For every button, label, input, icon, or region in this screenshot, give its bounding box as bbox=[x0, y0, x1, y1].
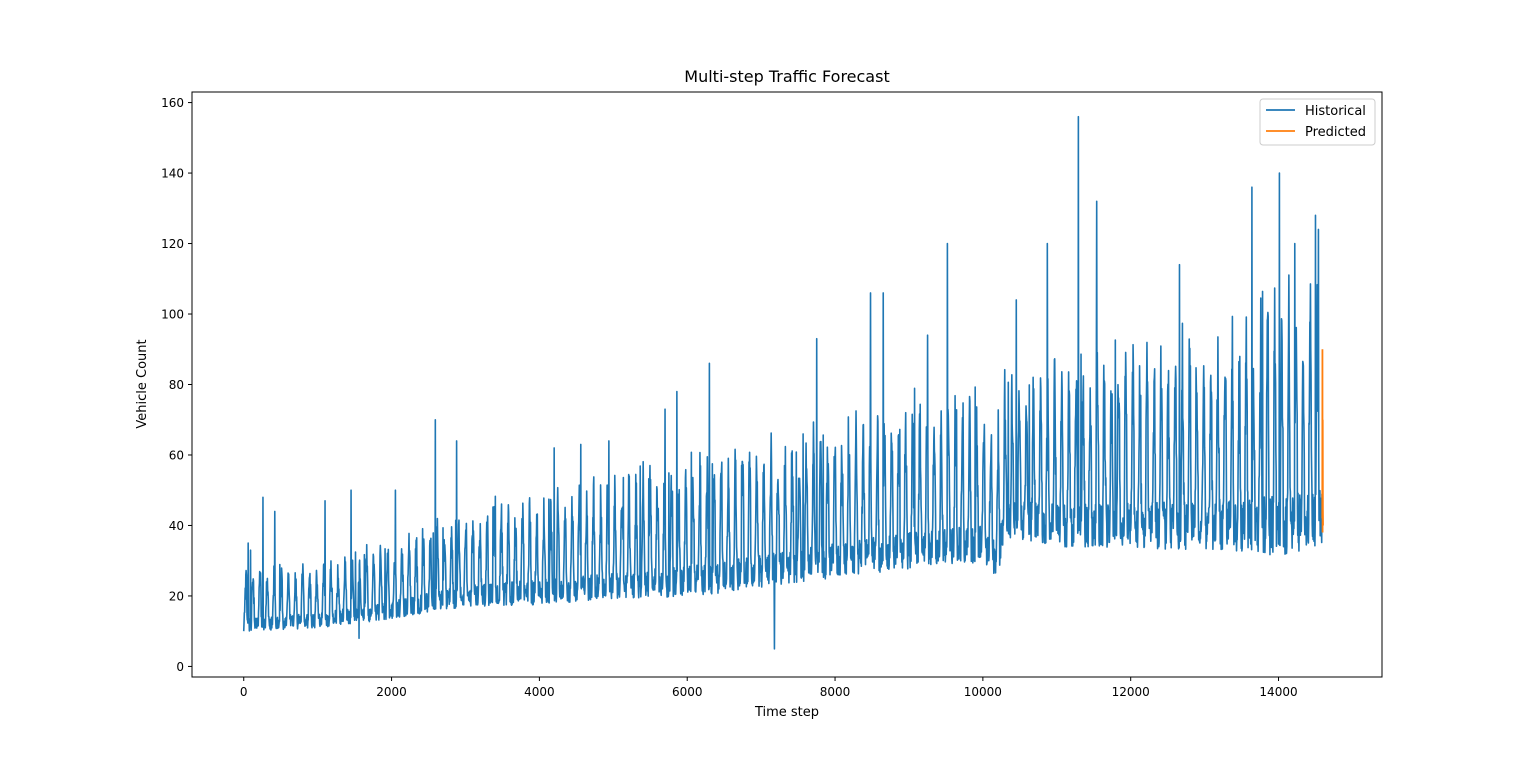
x-tick-label: 4000 bbox=[524, 685, 555, 699]
x-tick-label: 12000 bbox=[1112, 685, 1150, 699]
x-tick-label: 6000 bbox=[672, 685, 703, 699]
legend-label-predicted: Predicted bbox=[1305, 125, 1366, 140]
series-layer bbox=[242, 115, 1324, 650]
x-tick-label: 10000 bbox=[964, 685, 1002, 699]
y-tick-label: 140 bbox=[161, 167, 184, 181]
x-tick-label: 2000 bbox=[376, 685, 407, 699]
x-tick-label: 0 bbox=[240, 685, 248, 699]
series-line-historical bbox=[242, 115, 1323, 650]
x-axis-label: Time step bbox=[754, 705, 819, 720]
y-axis-label: Vehicle Count bbox=[135, 339, 150, 428]
legend: Historical Predicted bbox=[1259, 98, 1376, 146]
chart-title: Multi-step Traffic Forecast bbox=[684, 67, 889, 86]
y-tick-label: 160 bbox=[161, 96, 184, 110]
y-tick-label: 0 bbox=[176, 660, 184, 674]
series-line-predicted bbox=[1321, 349, 1324, 533]
legend-label-historical: Historical bbox=[1305, 104, 1366, 119]
y-tick-label: 120 bbox=[161, 237, 184, 251]
y-tick-label: 80 bbox=[169, 378, 184, 392]
y-tick-label: 60 bbox=[169, 448, 184, 462]
y-tick-label: 40 bbox=[169, 519, 184, 533]
x-tick-label: 14000 bbox=[1259, 685, 1297, 699]
x-axis: 0 2000 4000 6000 8000 10000 12000 14000 bbox=[240, 677, 1298, 699]
y-axis: 0 20 40 60 80 100 120 140 160 bbox=[161, 96, 192, 674]
y-tick-label: 100 bbox=[161, 308, 184, 322]
y-tick-label: 20 bbox=[169, 589, 184, 603]
x-tick-label: 8000 bbox=[820, 685, 851, 699]
